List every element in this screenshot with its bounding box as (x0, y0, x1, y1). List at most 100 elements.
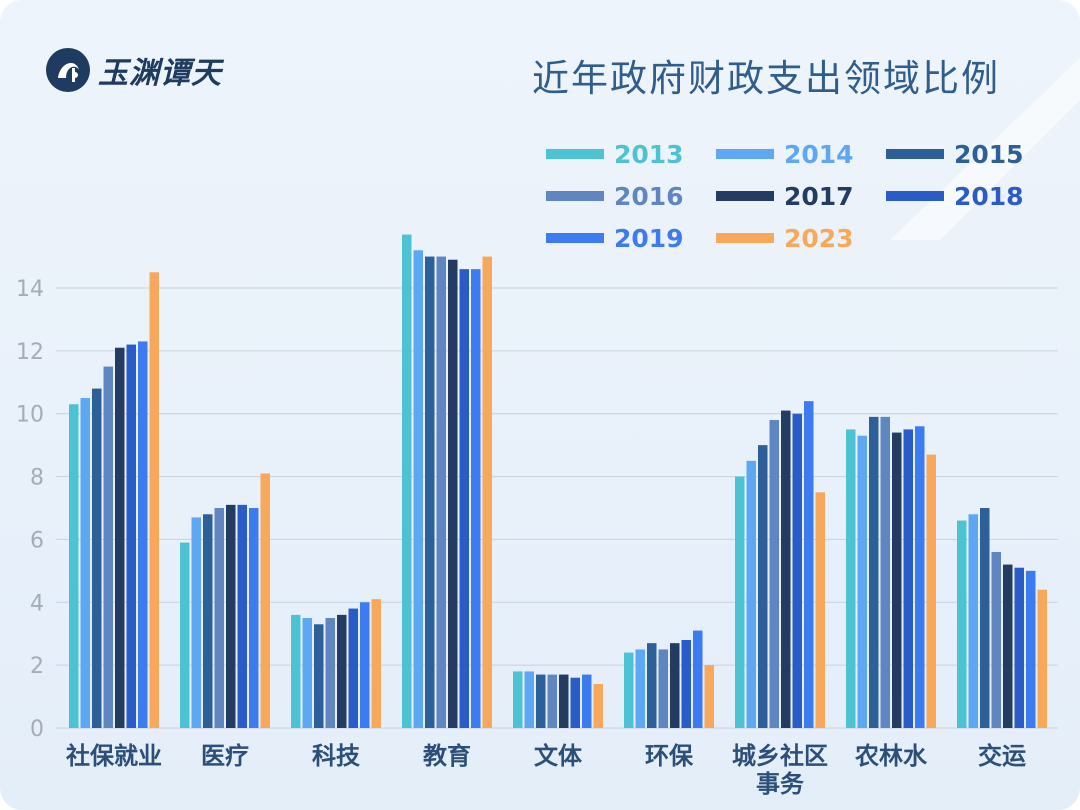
x-category-label: 交运 (978, 742, 1026, 770)
x-category-label: 教育 (423, 742, 471, 770)
bar-2023 (704, 665, 714, 728)
y-tick-label: 6 (30, 528, 44, 553)
bar-2014 (80, 398, 90, 728)
bar-2014 (635, 649, 645, 728)
y-tick-label: 0 (30, 717, 44, 742)
bar-2018 (1014, 567, 1024, 728)
bar-2019 (693, 630, 703, 728)
bar-2013 (846, 429, 856, 728)
bar-2023 (815, 492, 825, 728)
gridlines: 0 2 4 6 8 10 12 14 (16, 277, 1058, 742)
bar-2023 (1037, 589, 1047, 728)
bar-2016 (214, 508, 224, 728)
bar-2019 (804, 401, 814, 728)
bar-2013 (402, 234, 412, 729)
bar-2014 (746, 460, 756, 728)
y-tick-label: 12 (16, 340, 44, 365)
x-category-label: 城乡社区事务 (732, 742, 828, 798)
bar-2013 (180, 542, 190, 728)
bar-2019 (915, 426, 925, 728)
legend: 2013 2014 2015 2016 2017 2018 2019 2023 (546, 140, 1024, 253)
bar-2023 (482, 256, 492, 728)
bar-2014 (413, 250, 423, 729)
x-category-label: 农林水 (854, 742, 928, 770)
bar-2013 (957, 520, 967, 728)
x-category-label: 环保 (645, 742, 694, 770)
bar-2017 (559, 674, 569, 728)
bar-2015 (536, 674, 546, 728)
bar-2013 (513, 671, 523, 728)
bar-2016 (991, 552, 1001, 728)
legend-label: 2013 (614, 140, 684, 169)
legend-swatch (716, 233, 774, 243)
bar-2016 (103, 366, 113, 728)
bar-2016 (880, 416, 890, 728)
x-category-label: 文体 (534, 742, 583, 770)
bar-2017 (892, 432, 902, 728)
legend-swatch (546, 191, 604, 201)
legend-swatch (546, 233, 604, 243)
bar-2019 (582, 674, 592, 728)
bar-2019 (138, 341, 148, 728)
bar-2013 (735, 476, 745, 728)
y-tick-label: 8 (30, 466, 44, 491)
bar-2014 (302, 618, 312, 728)
bar-2013 (291, 614, 301, 728)
bar-2016 (769, 420, 779, 728)
bar-2019 (471, 269, 481, 728)
legend-swatch (546, 149, 604, 159)
y-tick-label: 10 (16, 403, 44, 428)
bar-2017 (337, 614, 347, 728)
bar-2018 (126, 344, 136, 728)
bar-2015 (92, 388, 102, 728)
bar-2023 (926, 454, 936, 728)
x-category-label: 社保就业 (66, 742, 162, 770)
bar-2018 (681, 640, 691, 728)
bar-2023 (260, 473, 270, 728)
bar-2018 (237, 504, 247, 728)
bar-2018 (903, 429, 913, 728)
bar-2015 (314, 624, 324, 728)
bar-2018 (570, 677, 580, 728)
bar-2014 (524, 671, 534, 728)
chart-title: 近年政府财政支出领域比例 (532, 57, 1000, 100)
bar-2018 (459, 269, 469, 728)
y-tick-label: 2 (30, 654, 44, 679)
bar-2019 (249, 508, 259, 728)
legend-label: 2019 (614, 224, 684, 253)
legend-swatch (886, 149, 944, 159)
bar-2014 (968, 514, 978, 728)
bar-2023 (593, 684, 603, 728)
bars (69, 234, 1047, 729)
bar-2015 (203, 514, 213, 728)
legend-swatch (716, 149, 774, 159)
bar-2015 (425, 256, 435, 728)
bar-2015 (758, 445, 768, 728)
bar-2015 (869, 416, 879, 728)
bar-2023 (149, 272, 159, 728)
bar-2016 (658, 649, 668, 728)
legend-label: 2018 (954, 182, 1024, 211)
legend-swatch (716, 191, 774, 201)
bar-2017 (226, 504, 236, 728)
x-category-label: 医疗 (201, 742, 249, 770)
bar-2017 (1003, 564, 1013, 728)
brand-logo-text: 玉渊谭天 (98, 56, 222, 91)
y-tick-label: 14 (16, 277, 44, 302)
legend-swatch (886, 191, 944, 201)
bar-2017 (781, 410, 791, 728)
bar-2017 (670, 643, 680, 728)
bar-2017 (448, 259, 458, 728)
x-category-label: 科技 (312, 742, 361, 770)
bar-2014 (191, 517, 201, 728)
bar-2023 (371, 599, 381, 728)
bar-2019 (1026, 570, 1036, 728)
bar-2015 (647, 643, 657, 728)
bar-2015 (980, 508, 990, 728)
bar-2018 (792, 413, 802, 728)
bar-2018 (348, 608, 358, 728)
y-tick-label: 4 (30, 591, 44, 616)
bar-2019 (360, 602, 370, 728)
